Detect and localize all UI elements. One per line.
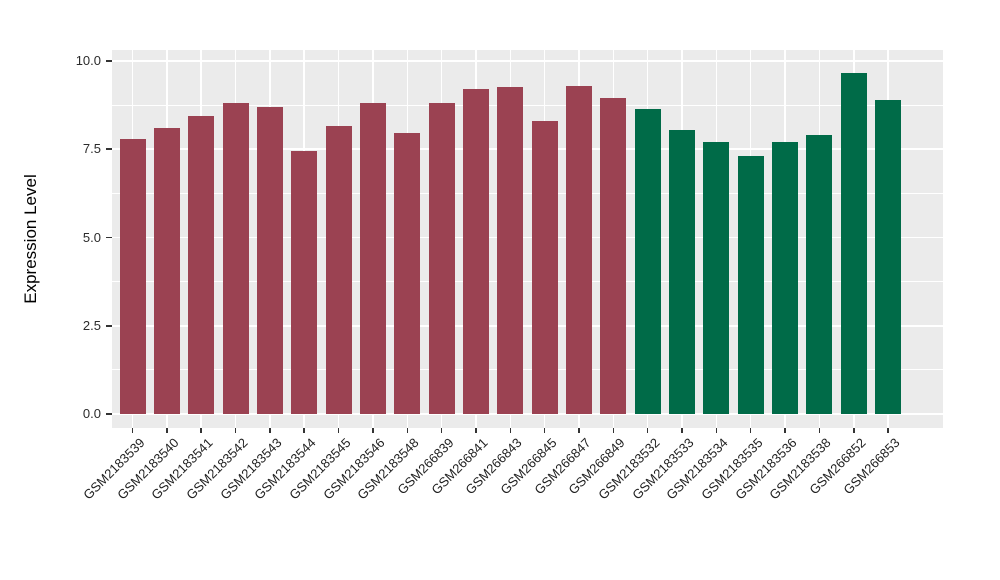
bar-GSM2183535: [737, 156, 764, 414]
bar-GSM2183544: [291, 151, 318, 414]
x-tick-mark: [303, 428, 306, 433]
y-tick-label: 5.0: [82, 229, 101, 245]
y-tick-mark: [106, 148, 112, 151]
x-tick-mark: [852, 428, 855, 433]
bar-GSM266853: [875, 99, 902, 414]
y-tick-label: 7.5: [82, 141, 101, 157]
horizontal-major-gridline: [112, 413, 943, 415]
y-axis-title: Expression Level: [21, 174, 40, 304]
horizontal-minor-gridline: [112, 104, 943, 106]
x-tick-mark: [269, 428, 271, 433]
y-tick-mark: [106, 324, 112, 327]
bar-GSM2183542: [222, 103, 249, 414]
horizontal-minor-gridline: [112, 281, 943, 283]
bar-GSM266841: [462, 89, 489, 414]
x-tick-mark: [440, 428, 443, 433]
bar-GSM2183540: [153, 128, 180, 414]
bar-GSM2183533: [669, 129, 696, 414]
bar-GSM266849: [600, 98, 627, 414]
horizontal-major-gridline: [112, 236, 943, 239]
bar-GSM2183536: [772, 142, 799, 414]
bar-GSM266839: [428, 103, 455, 414]
x-tick-mark: [681, 428, 683, 433]
bar-GSM2183543: [256, 106, 283, 414]
y-tick-label: 0.0: [82, 406, 101, 421]
bar-GSM2183534: [703, 142, 730, 414]
x-tick-mark: [749, 428, 752, 433]
x-tick-mark: [715, 428, 718, 433]
x-tick-mark: [818, 428, 821, 433]
y-tick-mark: [106, 236, 112, 239]
bar-GSM2183541: [188, 115, 215, 414]
bar-GSM266852: [840, 73, 867, 414]
bar-GSM266843: [497, 87, 524, 414]
x-tick-mark: [406, 428, 409, 433]
bar-GSM2183538: [806, 135, 833, 414]
x-tick-mark: [166, 428, 168, 433]
bar-GSM266845: [531, 121, 558, 414]
bar-GSM2183546: [359, 103, 386, 414]
x-tick-mark: [509, 428, 512, 433]
bar-GSM2183548: [394, 133, 421, 414]
horizontal-minor-gridline: [112, 369, 943, 371]
x-tick-mark: [131, 428, 134, 433]
x-tick-mark: [784, 428, 786, 433]
bar-GSM2183532: [634, 108, 661, 414]
x-tick-mark: [372, 428, 374, 433]
x-tick-mark: [200, 428, 203, 433]
y-tick-label: 2.5: [82, 317, 101, 333]
bar-GSM2183545: [325, 126, 352, 414]
x-tick-mark: [337, 428, 340, 433]
x-tick-mark: [475, 428, 477, 433]
y-tick-mark: [106, 413, 112, 415]
horizontal-major-gridline: [112, 60, 943, 62]
horizontal-major-gridline: [112, 148, 943, 151]
x-tick-mark: [234, 428, 237, 433]
x-tick-mark: [887, 428, 889, 433]
x-tick-mark: [578, 428, 580, 433]
y-tick-mark: [106, 60, 112, 62]
x-tick-mark: [543, 428, 546, 433]
y-tick-label: 10.0: [75, 53, 101, 68]
x-tick-mark: [612, 428, 615, 433]
plot-panel: [112, 50, 943, 428]
horizontal-minor-gridline: [112, 192, 943, 194]
horizontal-major-gridline: [112, 324, 943, 327]
bar-GSM2183539: [119, 138, 146, 414]
bar-GSM266847: [566, 85, 592, 414]
x-tick-mark: [646, 428, 649, 433]
